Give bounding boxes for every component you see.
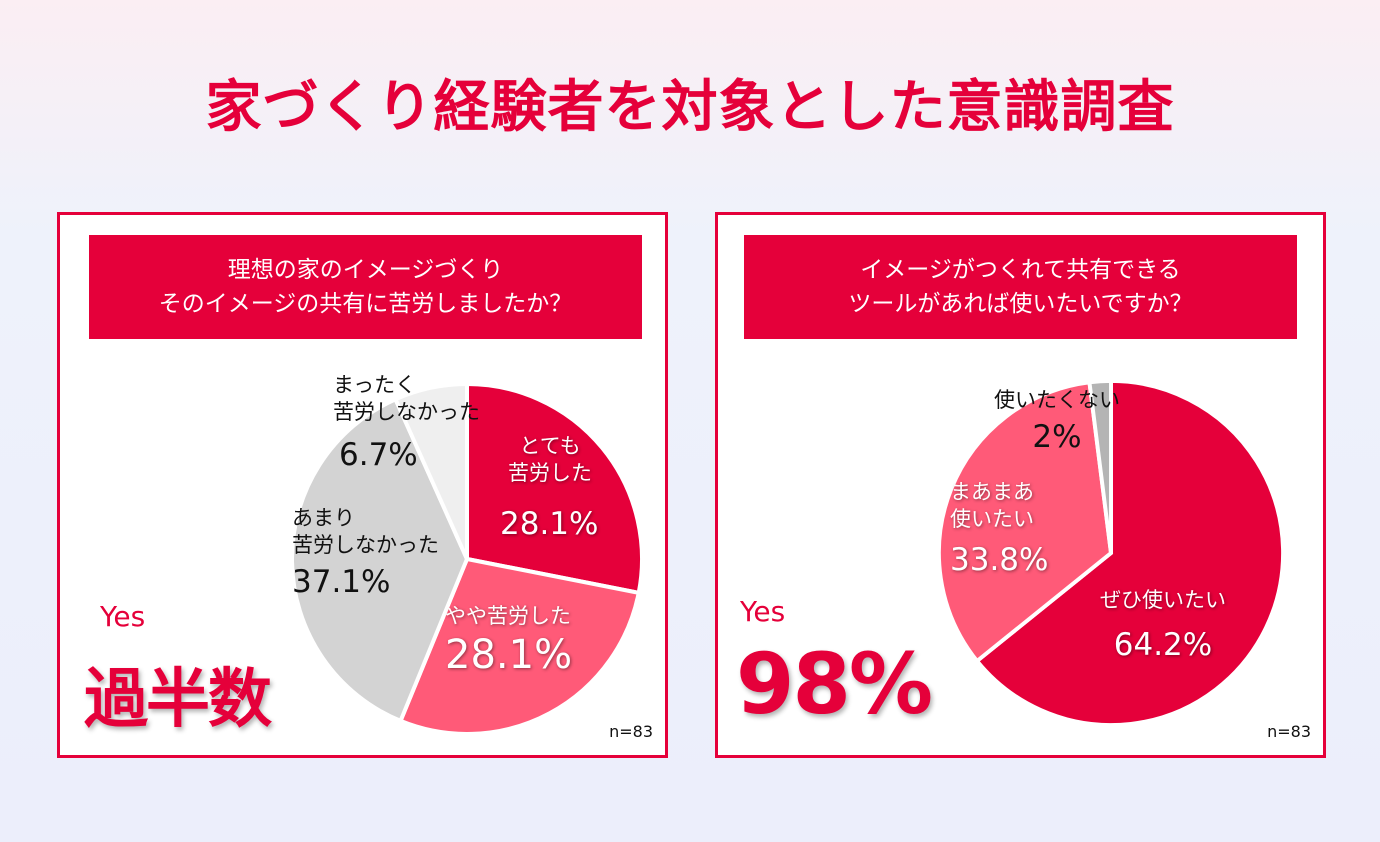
slice-label-not-hard-at-all: まったく 苦労しなかった 6.7% [333,372,480,474]
slice-pct-very-hard: 28.1% [500,505,598,543]
slice-label-not-very-hard: あまり 苦労しなかった 37.1% [292,505,439,601]
pie-slice-2 [290,396,470,724]
survey-panel-right: イメージがつくれて共有できる ツールがあれば使いたいですか？ ぜひ使いたい 64… [715,212,1326,758]
pie-svg [290,381,644,736]
slice-name-line: 苦労しなかった [292,533,439,557]
question-box-left: 理想の家のイメージづくり そのイメージの共有に苦労しましたか？ [89,235,642,339]
slice-name-line: とても [519,434,581,458]
question-line: イメージがつくれて共有できる [860,257,1181,283]
slice-label-somewhat-hard: やや苦労した 28.1% [445,603,573,678]
slice-value: 2% [1032,419,1082,455]
pie-slice-0 [465,381,644,596]
slice-value: 28.1% [445,632,573,678]
question-line: そのイメージの共有に苦労しましたか？ [158,291,573,317]
slice-value: 6.7% [339,437,418,473]
yes-label: Yes [740,595,786,628]
highlight-text: 98% [736,635,933,733]
question-line: 理想の家のイメージづくり [227,257,504,283]
slice-label-very-hard: とても 苦労した [508,433,592,487]
slice-label-no: 使いたくない 2% [994,387,1120,456]
slice-name-line: まったく [333,373,417,397]
slice-value: 33.8% [950,542,1049,578]
slice-value: 37.1% [292,564,391,600]
slice-value: 28.1% [500,506,599,542]
slice-name-line: ぜひ使いたい [1100,588,1226,612]
page-title: 家づくり経験者を対象とした意識調査 [205,75,1175,140]
pie-slice-2 [1087,378,1113,554]
pie-svg [936,378,1286,728]
pie-chart-left [287,379,647,739]
pie-chart-right [934,376,1288,730]
slice-label-somewhat: まあまあ 使いたい 33.8% [950,479,1048,579]
sample-size: n=83 [1267,722,1311,741]
yes-label: Yes [100,600,146,633]
survey-panel-left: 理想の家のイメージづくり そのイメージの共有に苦労しましたか？ とても 苦労した… [57,212,668,758]
highlight-text: 過半数 [84,663,272,737]
slice-name-line: やや苦労した [445,604,571,628]
slice-label-definitely: ぜひ使いたい 64.2% [1100,587,1226,664]
slice-name-line: 使いたくない [994,388,1120,412]
slice-name-line: 使いたい [950,507,1034,531]
pie-slice-0 [974,378,1286,728]
slice-value: 64.2% [1113,627,1213,663]
sample-size: n=83 [609,722,653,741]
pie-slice-1 [397,556,642,736]
slice-name-line: 苦労した [508,461,592,485]
pie-slice-3 [392,381,469,560]
question-box-right: イメージがつくれて共有できる ツールがあれば使いたいですか？ [744,235,1297,339]
slice-name-line: まあまあ [950,480,1034,504]
pie-slice-1 [936,380,1114,664]
question-line: ツールがあれば使いたいですか？ [848,291,1193,317]
slice-name-line: 苦労しなかった [333,400,480,424]
slice-name-line: あまり [292,506,355,530]
